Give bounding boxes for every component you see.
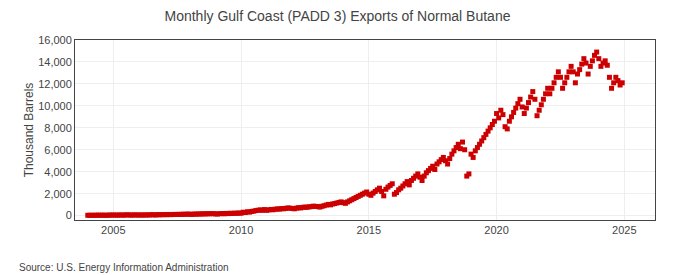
svg-text:4,000: 4,000 (44, 166, 72, 178)
svg-text:10,000: 10,000 (38, 100, 72, 112)
svg-text:6,000: 6,000 (44, 144, 72, 156)
svg-text:2005: 2005 (101, 224, 125, 236)
svg-text:16,000: 16,000 (38, 34, 72, 46)
svg-text:Monthly Gulf Coast (PADD 3) Ex: Monthly Gulf Coast (PADD 3) Exports of N… (165, 8, 511, 24)
svg-text:Thousand Barrels: Thousand Barrels (22, 83, 36, 178)
svg-text:2025: 2025 (612, 224, 636, 236)
svg-text:2,000: 2,000 (44, 188, 72, 200)
svg-text:2015: 2015 (357, 224, 381, 236)
svg-text:0: 0 (66, 209, 72, 221)
svg-text:Source: U.S. Energy Informatio: Source: U.S. Energy Information Administ… (19, 262, 229, 273)
svg-text:8,000: 8,000 (44, 122, 72, 134)
svg-text:2020: 2020 (484, 224, 508, 236)
svg-text:12,000: 12,000 (38, 78, 72, 90)
svg-text:2010: 2010 (229, 224, 253, 236)
svg-text:14,000: 14,000 (38, 56, 72, 68)
